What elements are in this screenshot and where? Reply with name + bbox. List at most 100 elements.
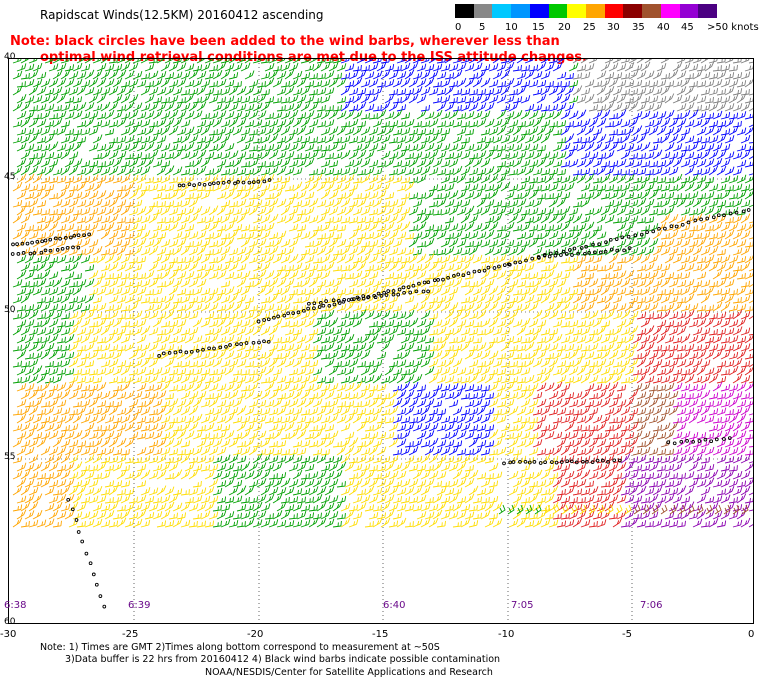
- wind-barb: [300, 456, 311, 464]
- wind-barb: [744, 478, 753, 488]
- wind-barb: [584, 221, 595, 232]
- wind-barb: [660, 360, 671, 368]
- wind-barb: [112, 157, 123, 168]
- wind-barb: [24, 383, 35, 392]
- wind-barb: [128, 174, 139, 184]
- wind-barb: [128, 413, 139, 424]
- wind-barb: [424, 273, 434, 280]
- wind-barb: [12, 312, 23, 320]
- wind-barb: [728, 270, 739, 280]
- wind-barb: [444, 102, 455, 112]
- wind-barb: [168, 190, 179, 200]
- wind-barb: [412, 86, 423, 96]
- wind-barb: [336, 77, 347, 88]
- wind-barb: [264, 205, 275, 216]
- wind-barb: [456, 62, 467, 72]
- wind-barb: [64, 381, 75, 392]
- wind-barb: [124, 360, 135, 368]
- wind-barb: [460, 504, 471, 512]
- wind-barb: [76, 230, 87, 240]
- wind-barb: [436, 341, 447, 352]
- wind-barb: [432, 383, 443, 392]
- wind-barb: [108, 262, 119, 272]
- wind-barb: [416, 241, 426, 248]
- wind-barb: [492, 135, 503, 144]
- wind-barb: [724, 312, 734, 320]
- wind-barb: [624, 350, 635, 360]
- wind-barb: [488, 512, 498, 520]
- wind-barb: [464, 111, 475, 120]
- wind-barb: [56, 238, 67, 248]
- wind-barb: [544, 447, 555, 456]
- wind-barb: [656, 305, 666, 312]
- wind-barb: [392, 109, 403, 120]
- wind-barb: [92, 103, 103, 112]
- wind-barb: [568, 95, 579, 104]
- wind-barb: [160, 320, 170, 328]
- wind-barb: [104, 190, 115, 200]
- wind-barb: [692, 118, 703, 128]
- wind-barb: [364, 342, 375, 352]
- wind-barb: [644, 246, 655, 256]
- wind-barb: [48, 238, 59, 248]
- wind-barb: [516, 471, 527, 480]
- wind-barb: [724, 344, 735, 352]
- wind-barb: [124, 471, 135, 480]
- wind-barb: [272, 158, 283, 168]
- wind-barb: [492, 150, 503, 160]
- wind-barb: [456, 127, 467, 136]
- wind-barb: [320, 448, 330, 456]
- wind-barb: [388, 279, 399, 288]
- wind-barb: [636, 264, 647, 272]
- wind-barb: [516, 487, 527, 496]
- wind-barb: [552, 301, 563, 312]
- wind-barb: [156, 376, 167, 384]
- wind-barb: [716, 360, 727, 368]
- wind-barb: [60, 344, 71, 352]
- wind-barb: [52, 117, 63, 128]
- wind-barb: [64, 303, 75, 312]
- wind-barb: [268, 440, 278, 448]
- wind-barb: [136, 494, 147, 504]
- wind-barb: [192, 381, 203, 392]
- wind-barb: [376, 109, 387, 120]
- wind-barb: [416, 270, 427, 280]
- wind-barb: [364, 216, 375, 224]
- wind-barb: [256, 285, 267, 296]
- wind-barb: [276, 501, 287, 512]
- wind-barb: [56, 110, 67, 120]
- wind-barb: [672, 288, 682, 296]
- wind-barb: [272, 416, 283, 424]
- wind-barb: [580, 59, 589, 64]
- wind-barb: [584, 334, 595, 344]
- wind-barb: [420, 166, 431, 176]
- wind-barb: [704, 400, 714, 408]
- wind-barb: [560, 321, 570, 328]
- wind-barb: [736, 365, 747, 376]
- wind-barb: [148, 327, 159, 336]
- wind-barb: [288, 142, 299, 152]
- wind-barb: [68, 358, 79, 368]
- wind-barb: [608, 206, 619, 216]
- wind-barb: [80, 415, 91, 424]
- wind-barb: [132, 102, 143, 112]
- wind-barb: [680, 176, 691, 184]
- wind-barb: [168, 109, 179, 120]
- wind-barb: [196, 374, 207, 384]
- wind-barb: [412, 423, 423, 432]
- wind-barb: [448, 317, 459, 328]
- wind-barb: [680, 95, 691, 104]
- wind-barb: [392, 128, 403, 136]
- wind-barb: [180, 421, 191, 432]
- wind-barb: [368, 113, 378, 120]
- wind-barb: [112, 191, 123, 200]
- wind-barb: [348, 392, 359, 400]
- wind-barb: [512, 303, 523, 312]
- wind-barb: [48, 509, 59, 520]
- wind-barb: [696, 158, 707, 168]
- wind-barb: [456, 478, 467, 488]
- wind-barb: [172, 136, 183, 144]
- wind-barb: [128, 207, 139, 216]
- wind-barb: [228, 102, 239, 112]
- wind-barb: [96, 448, 107, 456]
